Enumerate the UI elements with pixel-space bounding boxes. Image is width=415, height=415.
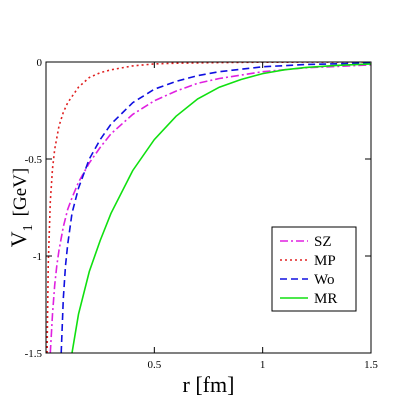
- plot-frame: [45, 61, 372, 354]
- series-layer: [46, 62, 371, 353]
- y-axis-title-unit: [GeV]: [10, 168, 31, 217]
- y-tick-label: -0.5: [25, 154, 43, 166]
- legend: SZ MP Wo MR: [271, 226, 357, 312]
- x-axis-title: r [fm]: [183, 372, 235, 397]
- axis-titles: r [fm] V1 [GeV]: [6, 168, 234, 397]
- ticks-layer: 0.5 1 1.5 0 -0.5 -1 -1.5: [25, 57, 379, 371]
- legend-label-wo: Wo: [314, 272, 334, 288]
- y-tick-label: -1: [33, 251, 42, 263]
- y-tick-label: 0: [37, 57, 43, 69]
- legend-label-mr: MR: [314, 291, 337, 307]
- y-tick-label: -1.5: [25, 348, 43, 360]
- x-tick-label: 0.5: [147, 359, 161, 371]
- legend-label-sz: SZ: [314, 234, 332, 250]
- series-line-mr: [71, 63, 371, 353]
- series-line-sz: [49, 64, 371, 353]
- x-tick-label: 1: [260, 359, 266, 371]
- series-line-mp: [46, 62, 371, 353]
- y-axis-title: V1 [GeV]: [6, 168, 36, 247]
- y-axis-title-subscript: 1: [21, 224, 36, 231]
- series-line-wo: [60, 62, 371, 353]
- x-tick-label: 1.5: [364, 359, 378, 371]
- y-axis-title-symbol: V: [6, 231, 31, 247]
- legend-label-mp: MP: [314, 253, 336, 269]
